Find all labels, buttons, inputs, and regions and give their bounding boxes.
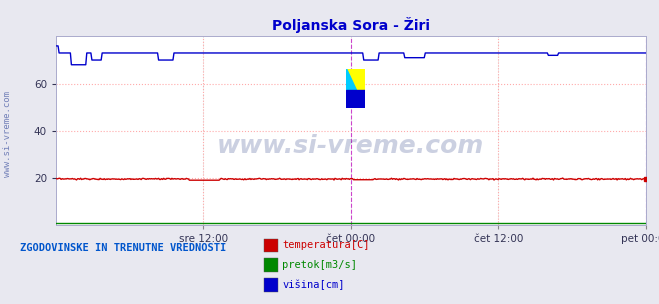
Polygon shape (347, 69, 365, 108)
Text: višina[cm]: višina[cm] (282, 280, 345, 290)
Text: temperatura[C]: temperatura[C] (282, 240, 370, 250)
Text: ZGODOVINSKE IN TRENUTNE VREDNOSTI: ZGODOVINSKE IN TRENUTNE VREDNOSTI (20, 243, 226, 253)
Polygon shape (347, 69, 365, 108)
Text: www.si-vreme.com: www.si-vreme.com (3, 91, 13, 177)
Text: www.si-vreme.com: www.si-vreme.com (217, 134, 484, 158)
Text: pretok[m3/s]: pretok[m3/s] (282, 260, 357, 270)
Bar (347, 90, 365, 108)
Title: Poljanska Sora - Žiri: Poljanska Sora - Žiri (272, 16, 430, 33)
